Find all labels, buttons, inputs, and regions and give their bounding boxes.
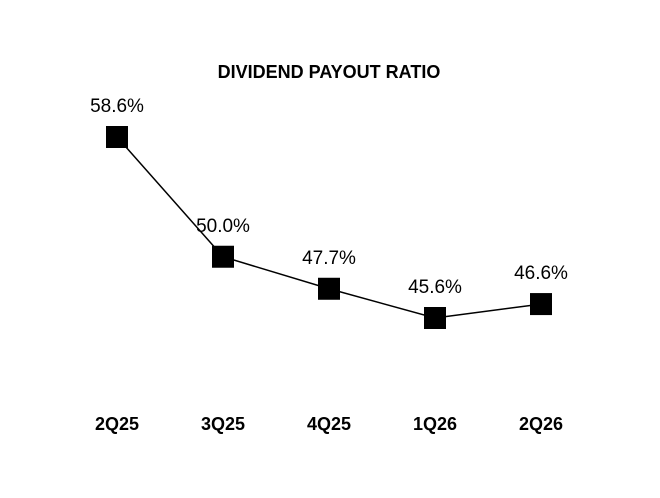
- marker: [212, 245, 234, 268]
- x-tick-label: 3Q25: [201, 414, 245, 434]
- value-label: 46.6%: [514, 263, 568, 284]
- x-tick-label: 2Q26: [519, 414, 563, 434]
- value-label: 50.0%: [196, 216, 250, 237]
- x-tick-label: 1Q26: [413, 414, 457, 434]
- marker: [530, 293, 552, 316]
- value-label: 45.6%: [408, 277, 462, 298]
- marker: [106, 126, 128, 148]
- marker: [424, 307, 446, 329]
- chart-title: DIVIDEND PAYOUT RATIO: [218, 62, 441, 82]
- value-label: 58.6%: [90, 96, 144, 117]
- x-tick-label: 4Q25: [307, 414, 351, 434]
- x-tick-label: 2Q25: [95, 414, 139, 434]
- value-label: 47.7%: [302, 248, 356, 269]
- marker: [318, 277, 340, 300]
